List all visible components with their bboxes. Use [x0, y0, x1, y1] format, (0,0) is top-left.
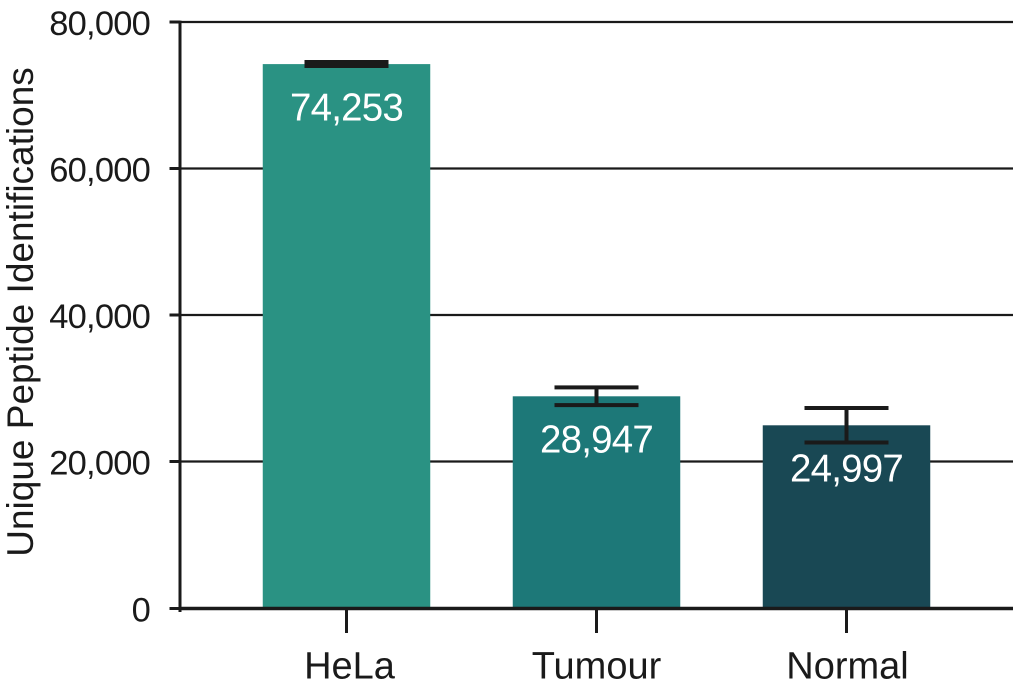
svg-text:40,000: 40,000 [49, 298, 150, 336]
svg-text:Normal: Normal [786, 646, 908, 688]
svg-text:20,000: 20,000 [49, 445, 150, 483]
svg-text:80,000: 80,000 [49, 5, 150, 43]
svg-text:60,000: 60,000 [49, 152, 150, 190]
svg-text:Unique Peptide Identifications: Unique Peptide Identifications [0, 67, 41, 557]
svg-text:24,997: 24,997 [790, 448, 903, 491]
svg-text:0: 0 [132, 592, 150, 630]
svg-text:Tumour: Tumour [532, 646, 662, 688]
svg-text:28,947: 28,947 [540, 419, 653, 462]
svg-text:HeLa: HeLa [304, 646, 396, 688]
svg-text:74,253: 74,253 [290, 86, 403, 129]
